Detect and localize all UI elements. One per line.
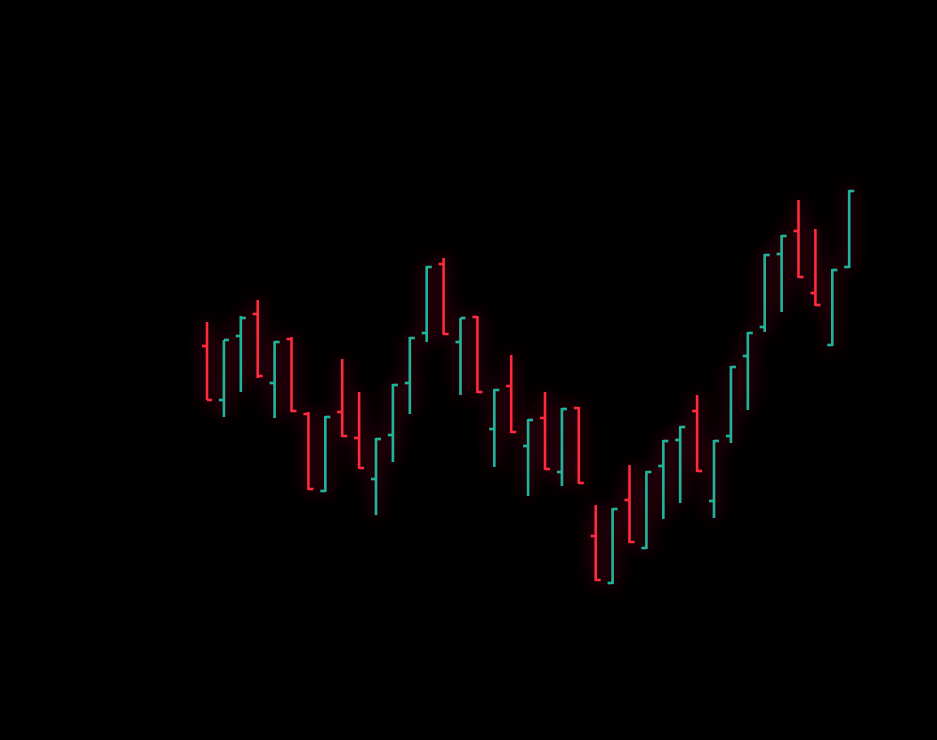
plot-area	[202, 189, 855, 585]
